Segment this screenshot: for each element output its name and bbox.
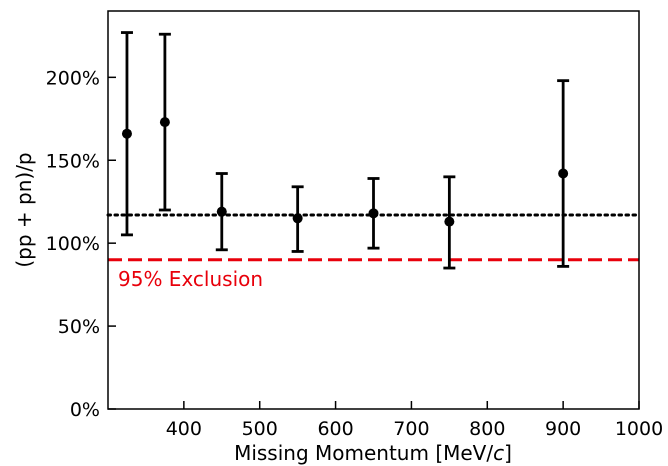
x-tick-label: 1000 [615, 418, 663, 440]
data-point [444, 216, 455, 227]
y-tick-label: 50% [58, 316, 100, 338]
x-tick-label: 400 [166, 418, 202, 440]
data-point [121, 128, 132, 139]
data-point [159, 117, 170, 128]
x-tick-label: 900 [545, 418, 581, 440]
data-point [292, 213, 303, 224]
x-tick-label: 800 [469, 418, 505, 440]
data-point [216, 206, 227, 217]
y-axis-title: (pp + pn)/p [12, 152, 36, 267]
x-tick-label: 500 [242, 418, 278, 440]
x-tick-label: 600 [317, 418, 353, 440]
data-point [558, 168, 569, 179]
x-axis-title: Missing Momentum [MeV/c] [234, 441, 512, 465]
data-point [368, 208, 379, 219]
x-tick-label: 700 [393, 418, 429, 440]
exclusion-label: 95% Exclusion [118, 267, 263, 291]
plot-frame [107, 10, 640, 410]
y-tick-label: 100% [46, 233, 100, 255]
y-tick-label: 200% [46, 67, 100, 89]
y-tick-label: 150% [46, 150, 100, 172]
y-tick-label: 0% [70, 399, 100, 421]
